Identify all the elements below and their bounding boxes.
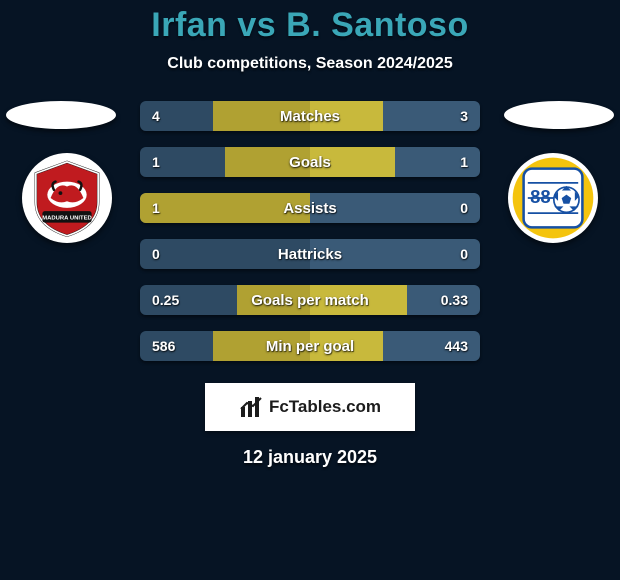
podium-ellipse-left (6, 101, 116, 129)
fill-right (310, 147, 395, 177)
content: Irfan vs B. Santoso Club competitions, S… (0, 0, 620, 580)
svg-text:MADURA UNITED: MADURA UNITED (42, 215, 92, 221)
fill-left (213, 101, 310, 131)
track-right (310, 193, 480, 223)
stat-row: 0.250.33Goals per match (140, 285, 480, 315)
track-left (140, 239, 310, 269)
crest-left: MADURA UNITED (22, 153, 112, 243)
stat-row: 43Matches (140, 101, 480, 131)
stat-row: 11Goals (140, 147, 480, 177)
date-text: 12 january 2025 (243, 447, 377, 468)
stat-track (140, 239, 480, 269)
stat-row: 10Assists (140, 193, 480, 223)
comparison-stage: MADURA UNITED 88 (0, 101, 620, 377)
fill-left (237, 285, 310, 315)
fill-right (310, 285, 407, 315)
brand-badge[interactable]: FcTables.com (205, 383, 415, 431)
crest-left-svg: MADURA UNITED (26, 157, 108, 239)
stat-row: 00Hattricks (140, 239, 480, 269)
brand-text: FcTables.com (269, 397, 381, 417)
crest-right: 88 (508, 153, 598, 243)
crest-right-svg: 88 (511, 156, 595, 240)
fill-left (140, 193, 310, 223)
podium-ellipse-right (504, 101, 614, 129)
page-subtitle: Club competitions, Season 2024/2025 (167, 55, 452, 73)
svg-text:88: 88 (530, 186, 551, 207)
stat-row: 586443Min per goal (140, 331, 480, 361)
fill-right (310, 101, 383, 131)
fill-right (310, 331, 383, 361)
page-title: Irfan vs B. Santoso (151, 6, 468, 45)
fill-left (225, 147, 310, 177)
track-right (310, 239, 480, 269)
bar-chart-icon (239, 395, 263, 419)
fill-left (213, 331, 310, 361)
